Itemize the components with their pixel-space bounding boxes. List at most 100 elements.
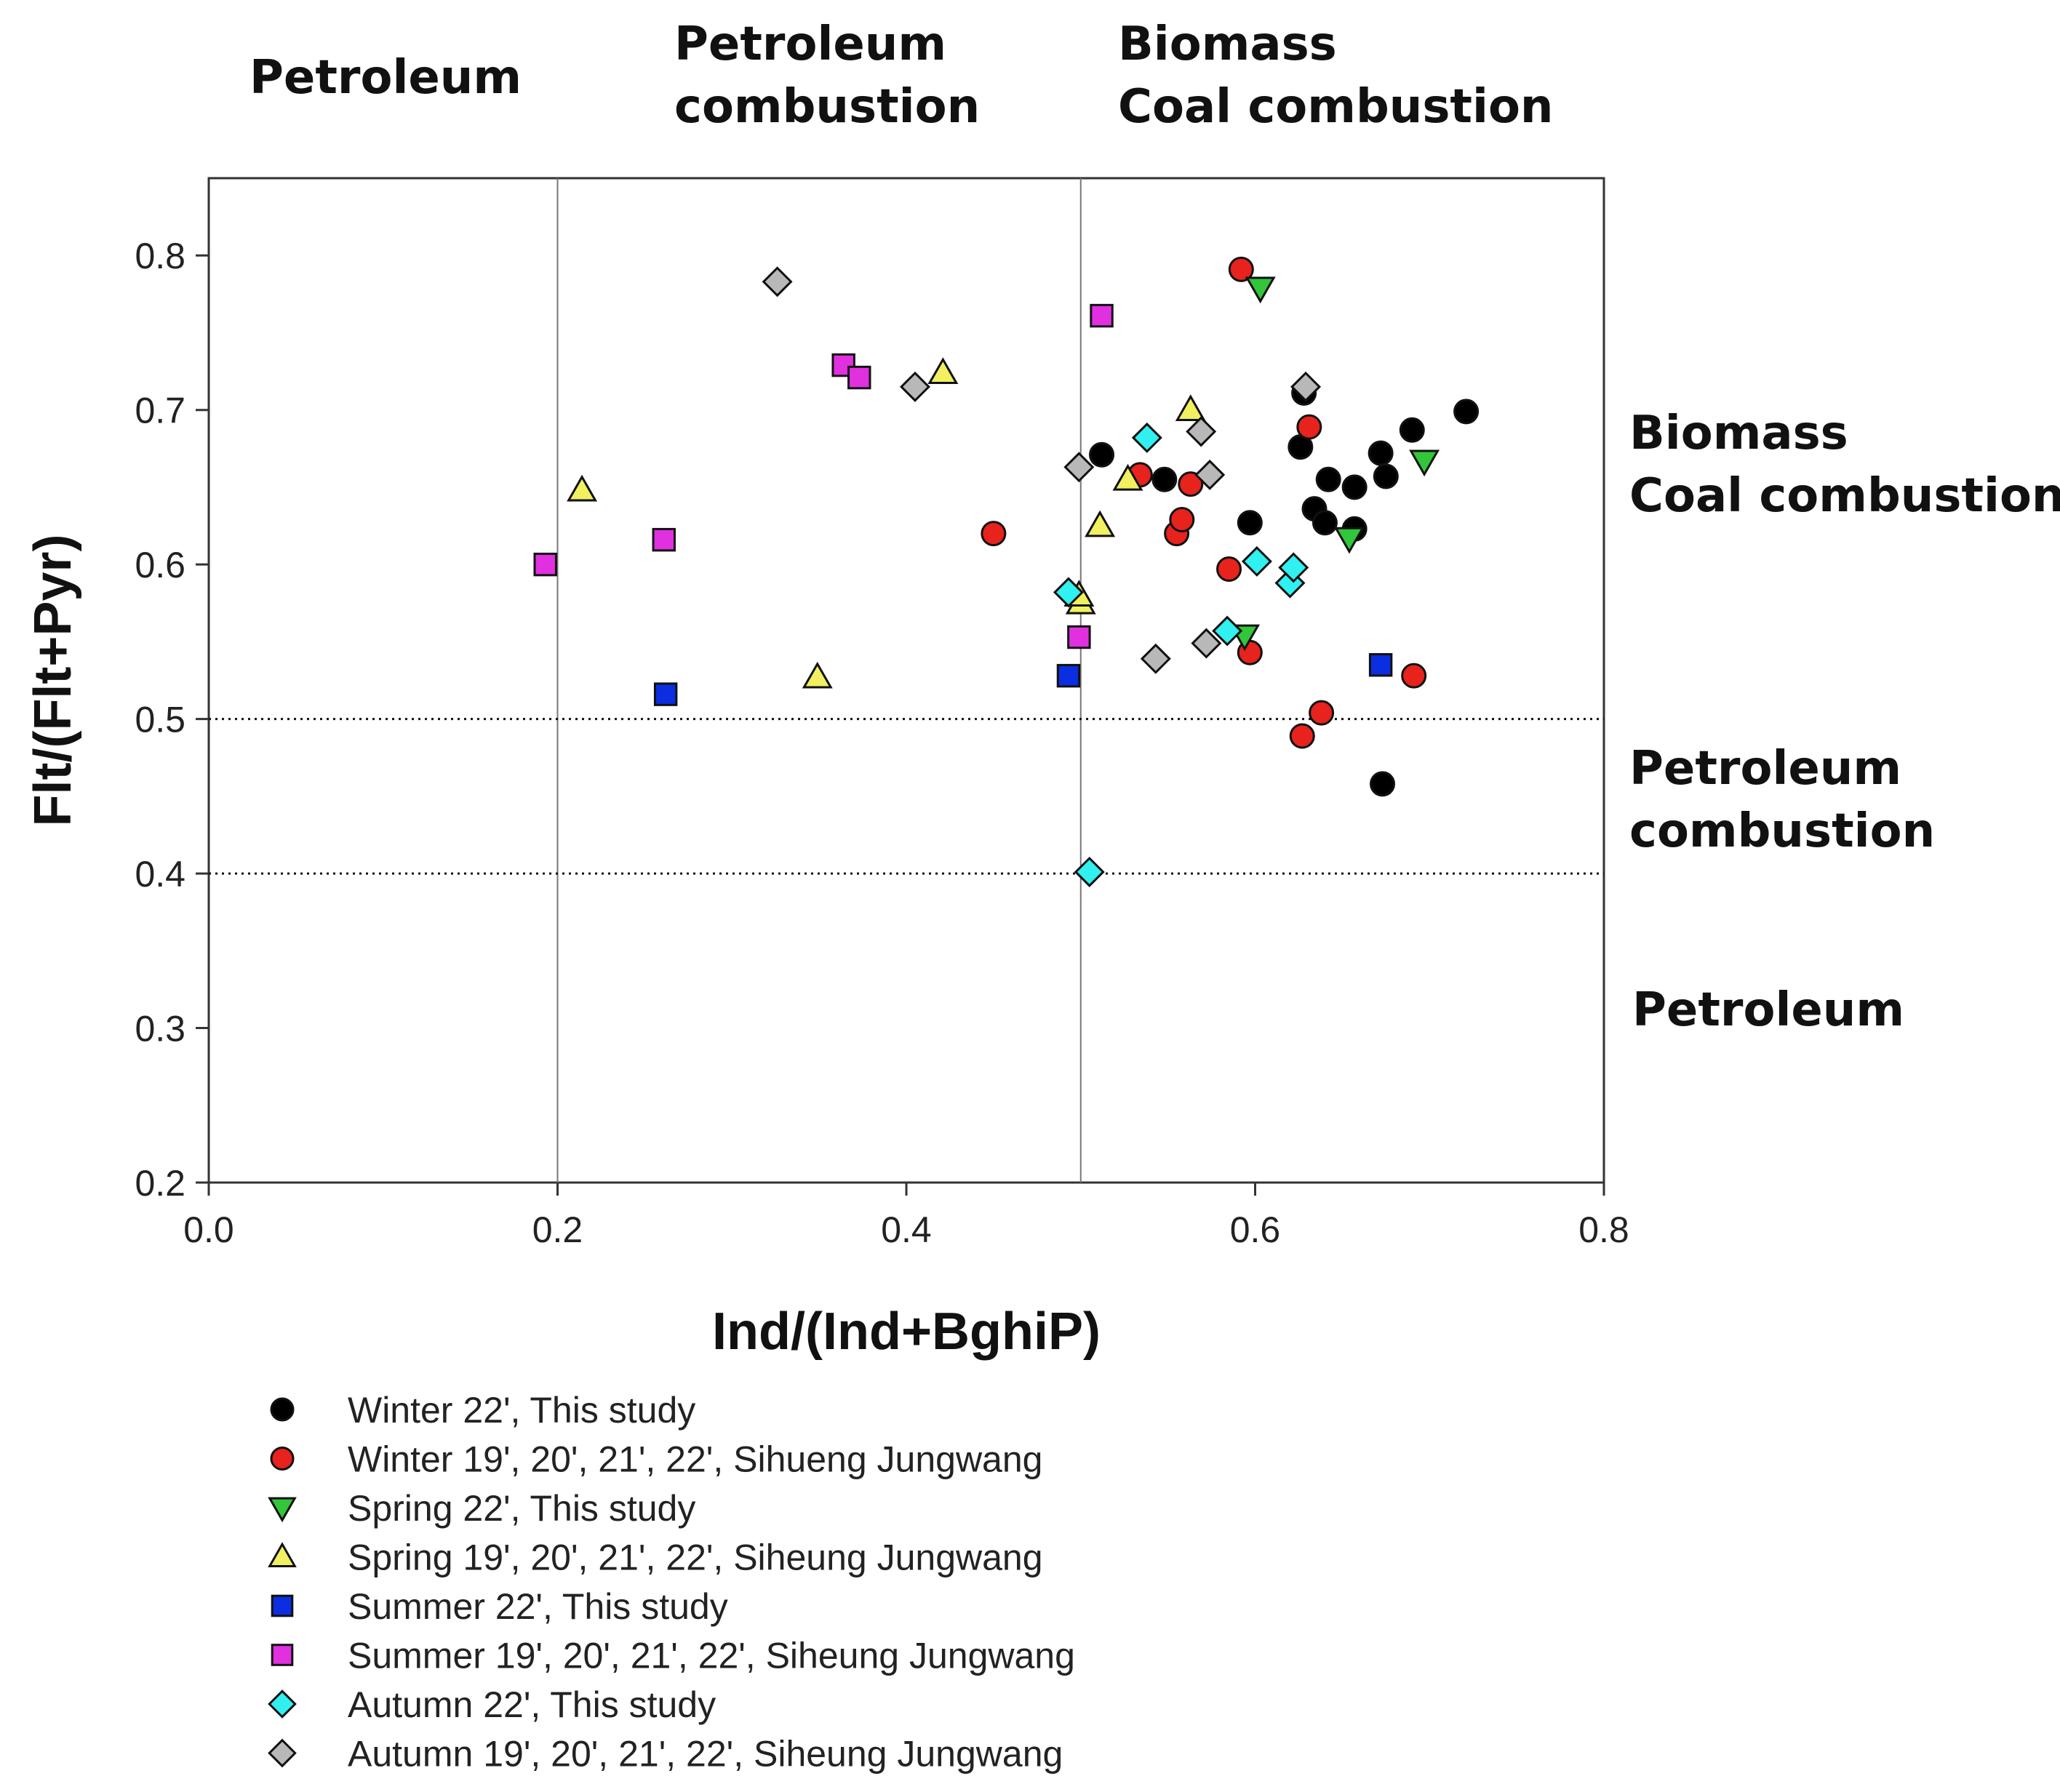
x-tick-label: 0.8: [1578, 1209, 1629, 1250]
y-tick-label: 0.7: [135, 391, 185, 431]
legend-label: Spring 22', This study: [348, 1488, 695, 1529]
data-point: [1333, 527, 1365, 554]
data-point: [802, 661, 833, 689]
legend: Winter 22', This study Winter 19', 20', 2…: [268, 1390, 1075, 1775]
x-tick-label: 0.4: [881, 1209, 932, 1250]
data-point: [1212, 615, 1243, 647]
right-zone-labels: Biomass Coal combustion Petroleum combustio…: [1629, 407, 2060, 1037]
right-zone-label: Petroleum: [1629, 742, 1901, 796]
data-point: [762, 266, 793, 297]
data-point: [1085, 510, 1116, 537]
data-point: [847, 365, 871, 390]
y-axis-title: Flt/(Flt+Pyr): [24, 534, 82, 826]
legend-marker: [268, 1689, 297, 1719]
x-tick-label: 0.2: [532, 1209, 583, 1250]
legend-label: Summer 19', 20', 21', 22', Siheung Jungw…: [348, 1636, 1075, 1676]
data-point: [1186, 416, 1217, 447]
top-zone-labels: Petroleum Petroleum combustion Biomass Coal …: [249, 17, 1553, 134]
y-tick-label: 0.2: [135, 1163, 185, 1204]
data-point: [653, 682, 678, 706]
top-zone-label: Petroleum: [674, 17, 946, 71]
data-point: [1053, 577, 1084, 608]
data-point: [1401, 663, 1427, 689]
data-point: [899, 371, 930, 402]
data-point: [1370, 771, 1396, 797]
data-point: [1368, 653, 1393, 677]
x-tick-label: 0.6: [1230, 1209, 1281, 1250]
data-point: [1228, 256, 1254, 282]
data-point: [1056, 663, 1081, 688]
data-point: [1178, 471, 1204, 497]
x-axis-title: Ind/(Ind+BghiP): [712, 1303, 1101, 1361]
top-zone-label: Biomass: [1118, 17, 1337, 71]
data-point: [1074, 856, 1105, 887]
x-axis-ticks: 0.0 0.2 0.4 0.6 0.8: [183, 1183, 1629, 1250]
series-2: [1229, 276, 1440, 652]
data-point: [1341, 474, 1368, 500]
right-zone-label: combustion: [1629, 804, 1935, 858]
data-point: [927, 357, 959, 385]
legend-label: Autumn 19', 20', 21', 22', Siheung Jungw…: [348, 1734, 1063, 1775]
data-point: [1067, 625, 1091, 649]
y-tick-label: 0.5: [135, 700, 185, 740]
top-zone-label: Coal combustion: [1118, 80, 1553, 134]
legend-marker: [268, 1542, 297, 1567]
data-point: [1237, 510, 1263, 536]
legend-marker: [268, 1738, 297, 1768]
legend-marker: [270, 1397, 295, 1422]
data-point: [1063, 452, 1095, 483]
data-point: [1409, 449, 1440, 477]
data-point: [981, 521, 1007, 547]
data-point: [1140, 643, 1171, 674]
series-6: [1053, 422, 1309, 887]
legend-label: Summer 22', This study: [348, 1586, 728, 1627]
right-zone-label: Coal combustion: [1629, 469, 2060, 523]
data-point: [1278, 552, 1309, 583]
series-5: [533, 303, 1114, 649]
data-point: [1399, 417, 1425, 443]
data-point: [533, 552, 557, 577]
x-tick-label: 0.0: [183, 1209, 234, 1250]
data-point: [1089, 441, 1115, 468]
data-point: [1289, 723, 1315, 749]
data-point: [831, 353, 855, 377]
data-point: [1290, 371, 1322, 402]
data-point: [652, 527, 676, 552]
series-7: [762, 266, 1322, 674]
legend-marker: [271, 1594, 294, 1617]
data-point: [1216, 556, 1242, 583]
data-point: [1175, 394, 1206, 421]
y-tick-label: 0.3: [135, 1009, 185, 1049]
legend-marker: [270, 1447, 295, 1471]
data-point: [1191, 628, 1222, 659]
data-point: [1131, 422, 1162, 453]
data-point: [1090, 303, 1114, 328]
data-point: [1296, 414, 1322, 440]
data-points: [533, 256, 1480, 887]
top-zone-label: combustion: [674, 80, 980, 134]
legend-label: Spring 19', 20', 21', 22', Siheung Jungw…: [348, 1537, 1043, 1578]
data-point: [1312, 510, 1338, 536]
data-point: [1373, 463, 1399, 489]
data-point: [1453, 399, 1480, 425]
legend-marker: [268, 1497, 297, 1523]
data-point: [1309, 700, 1335, 726]
y-tick-label: 0.8: [135, 236, 185, 276]
right-zone-label: Petroleum: [1632, 983, 1904, 1037]
right-zone-label: Biomass: [1629, 407, 1848, 460]
legend-label: Autumn 22', This study: [348, 1684, 716, 1725]
data-point: [1112, 463, 1143, 491]
data-point: [1315, 466, 1341, 492]
data-point: [1151, 466, 1178, 492]
data-point: [1194, 459, 1226, 490]
data-point: [567, 474, 598, 502]
threshold-lines: [209, 178, 1604, 1183]
data-point: [1169, 507, 1195, 533]
series-3: [567, 357, 1206, 689]
y-axis-ticks: 0.2 0.3 0.4 0.5 0.6 0.7 0.8: [135, 236, 209, 1204]
y-tick-label: 0.4: [135, 854, 185, 895]
y-tick-label: 0.6: [135, 545, 185, 585]
data-point: [1368, 440, 1394, 466]
